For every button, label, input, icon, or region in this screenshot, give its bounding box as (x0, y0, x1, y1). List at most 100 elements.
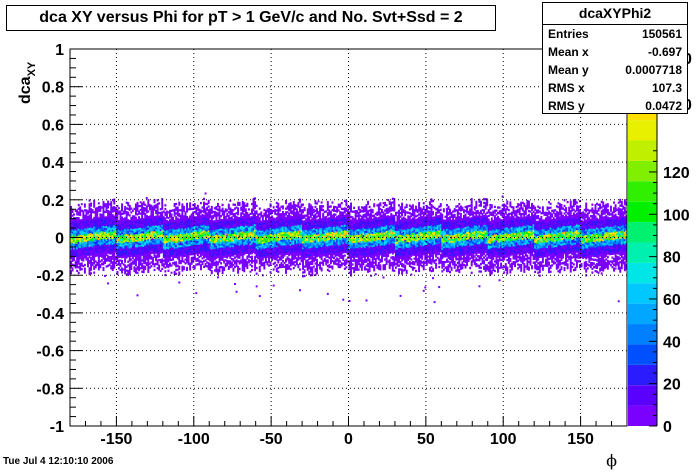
heatmap-cell (314, 217, 317, 220)
heatmap-cell (138, 210, 141, 213)
heatmap-cell (263, 238, 266, 242)
heatmap-cell (128, 233, 131, 236)
heatmap-cell (286, 237, 289, 240)
heatmap-cell (176, 217, 179, 220)
heatmap-cell (283, 250, 286, 253)
heatmap-cell (314, 256, 317, 260)
heatmap-cell (227, 224, 230, 227)
heatmap-cell (136, 239, 139, 242)
heatmap-cell (170, 234, 173, 237)
heatmap-cell (70, 209, 72, 213)
heatmap-cell (258, 233, 261, 237)
heatmap-cell (209, 259, 212, 262)
heatmap-cell (158, 234, 161, 237)
heatmap-cell (210, 243, 213, 246)
heatmap-cell (210, 234, 213, 237)
heatmap-cell (87, 259, 89, 262)
heatmap-cell (263, 208, 266, 212)
heatmap-cell (91, 224, 94, 227)
heatmap-cell (83, 231, 86, 235)
heatmap-cell (243, 249, 246, 252)
heatmap-cell (110, 225, 113, 229)
heatmap-cell (234, 214, 236, 218)
heatmap-cell (179, 224, 182, 227)
heatmap-cell (255, 251, 258, 255)
heatmap-cell (306, 223, 309, 226)
heatmap-cell (70, 256, 72, 260)
heatmap-cell (199, 247, 202, 250)
heatmap-cell (322, 218, 325, 221)
heatmap-cell (291, 251, 294, 255)
heatmap-cell (199, 260, 202, 263)
heatmap-cell (162, 221, 165, 225)
heatmap-cell (77, 232, 80, 235)
heatmap-cell (119, 238, 122, 241)
heatmap-cell (269, 218, 272, 221)
heatmap-cell (258, 250, 261, 254)
heatmap-cell (165, 227, 168, 230)
heatmap-cell (110, 216, 113, 219)
heatmap-cell (218, 209, 221, 212)
heatmap-cell (136, 220, 139, 224)
heatmap-cell (312, 252, 315, 255)
heatmap-cell (280, 243, 283, 246)
heatmap-cell (319, 205, 322, 208)
heatmap-cell (88, 227, 91, 230)
heatmap-cell (192, 251, 195, 254)
heatmap-cell (209, 244, 212, 247)
heatmap-cell (90, 247, 93, 251)
heatmap-cell (159, 249, 162, 252)
heatmap-cell (125, 250, 128, 253)
heatmap-cell (172, 239, 175, 242)
heatmap-cell (314, 226, 317, 229)
heatmap-cell (254, 240, 257, 243)
heatmap-cell (237, 211, 240, 214)
heatmap-cell (102, 248, 105, 251)
heatmap-cell (261, 231, 264, 235)
heatmap-cell (308, 261, 311, 264)
heatmap-cell (99, 239, 102, 242)
heatmap-cell (323, 248, 326, 251)
heatmap-cell (164, 245, 167, 248)
heatmap-cell (215, 207, 218, 211)
heatmap-cell (243, 243, 246, 246)
heatmap-cell (326, 253, 329, 256)
heatmap-cell (210, 262, 213, 265)
heatmap-cell (196, 221, 199, 225)
heatmap-cell (181, 239, 184, 242)
heatmap-cell (257, 245, 260, 248)
heatmap-cell (264, 230, 267, 233)
heatmap-cell (303, 252, 306, 255)
heatmap-cell (288, 235, 291, 238)
heatmap-cell (113, 262, 116, 265)
heatmap-cell (300, 229, 303, 233)
heatmap-cell (187, 247, 190, 251)
heatmap-cell (215, 205, 218, 209)
heatmap-cell (237, 229, 240, 233)
heatmap-cell (107, 211, 110, 215)
heatmap-cell (161, 205, 164, 208)
heatmap-cell (76, 254, 79, 257)
heatmap-cell (258, 243, 261, 246)
heatmap-cell (227, 265, 230, 269)
heatmap-cell (74, 251, 77, 254)
heatmap-cell (82, 231, 85, 234)
heatmap-cell (131, 243, 134, 246)
heatmap-cell (193, 233, 196, 236)
heatmap-cell (311, 260, 314, 264)
heatmap-cell (298, 198, 301, 201)
heatmap-cell (192, 266, 195, 269)
heatmap-cell (142, 242, 145, 245)
heatmap-cell (210, 221, 213, 224)
heatmap-cell (289, 247, 292, 250)
heatmap-cell (278, 209, 281, 212)
heatmap-cell (176, 247, 179, 251)
heatmap-cell (218, 253, 221, 256)
heatmap-cell (99, 218, 102, 222)
heatmap-cell (198, 244, 201, 247)
heatmap-cell (243, 247, 246, 250)
heatmap-cell (308, 231, 311, 234)
heatmap-cell (88, 252, 91, 255)
heatmap-cell (247, 213, 250, 217)
heatmap-cell (83, 252, 86, 255)
